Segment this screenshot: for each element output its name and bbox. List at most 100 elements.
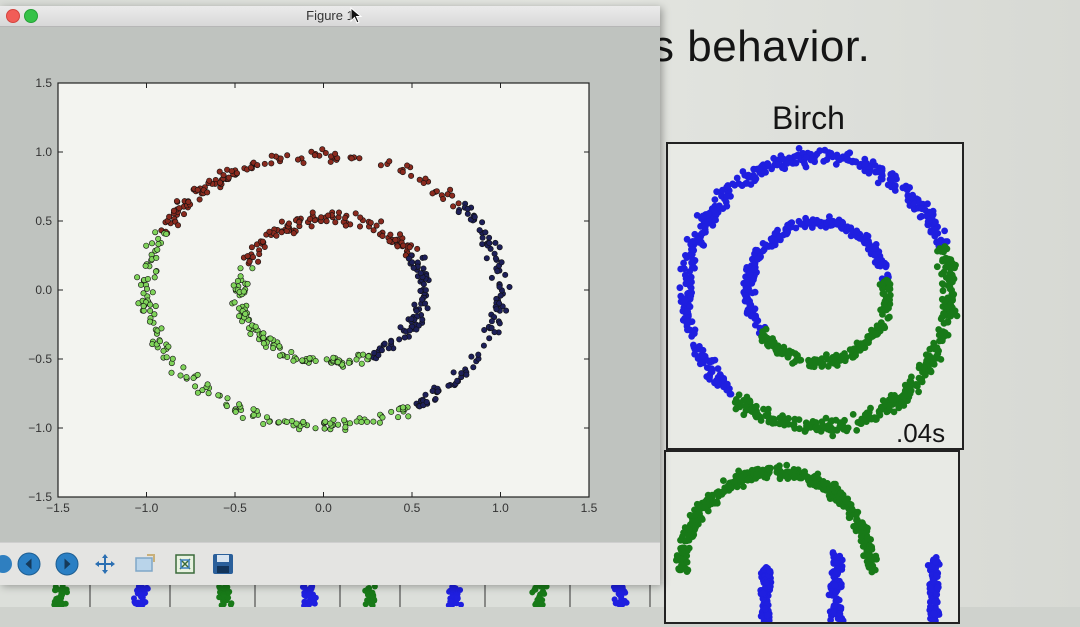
- birch-panel-title: Birch: [772, 100, 845, 136]
- birch-point: [683, 235, 691, 243]
- birch-point: [921, 371, 929, 379]
- second-panel-point: [830, 480, 838, 488]
- scatter-point-red: [392, 236, 399, 243]
- scatter-point-navy: [424, 305, 431, 312]
- strip-point: [220, 591, 227, 598]
- scatter-point-green: [345, 359, 352, 366]
- scatter-point-red: [290, 230, 297, 237]
- back-button[interactable]: [14, 549, 44, 579]
- birch-point: [681, 297, 689, 304]
- slide-heading: s behavior.: [652, 22, 871, 71]
- scatter-point-navy: [411, 301, 418, 308]
- window-titlebar[interactable]: Figure 1: [0, 6, 660, 27]
- scatter-point-red: [377, 162, 384, 169]
- second-panel-point: [868, 543, 876, 551]
- birch-point: [758, 333, 765, 341]
- zoom-button[interactable]: [130, 549, 160, 579]
- zoom-window-button[interactable]: [24, 9, 38, 23]
- figure-canvas[interactable]: −1.5 −1.0 −0.5 0.0 0.5 1.0 1.5 1.5 1.0 0.5 0.0 −0.5…: [0, 27, 660, 542]
- save-button[interactable]: [208, 549, 238, 579]
- birch-point: [687, 292, 695, 300]
- birch-point: [825, 218, 833, 225]
- strip-point: [619, 589, 626, 596]
- scatter-point-red: [404, 162, 411, 169]
- close-window-button[interactable]: [6, 9, 20, 23]
- birch-point: [856, 235, 864, 242]
- second-panel-point: [810, 473, 817, 481]
- scatter-point-red: [166, 213, 173, 220]
- scatter-point-green: [276, 352, 283, 359]
- second-panel-point: [727, 484, 735, 492]
- scatter-point-red: [386, 158, 393, 165]
- second-panel-point: [833, 553, 841, 561]
- birch-point: [850, 345, 857, 353]
- strip-point: [453, 600, 460, 607]
- second-panel-point: [934, 584, 941, 592]
- scatter-point-red: [261, 160, 268, 167]
- birch-point: [854, 419, 862, 426]
- scatter-point-navy: [492, 239, 499, 246]
- birch-point: [832, 416, 840, 424]
- birch-point: [681, 271, 689, 279]
- scatter-point-red: [217, 179, 224, 186]
- birch-point: [763, 334, 771, 342]
- birch-point: [946, 283, 954, 291]
- birch-point: [752, 411, 759, 419]
- scatter-point-red: [356, 223, 363, 230]
- birch-point: [768, 339, 776, 346]
- birch-point: [680, 259, 687, 267]
- second-panel-point: [686, 511, 694, 519]
- second-panel-point: [932, 554, 940, 561]
- birch-point: [738, 182, 746, 189]
- scatter-point-green: [395, 414, 402, 421]
- scatter-point-navy: [413, 307, 420, 314]
- scatter-point-navy: [502, 271, 509, 278]
- birch-point: [903, 186, 911, 194]
- birch-point: [712, 216, 719, 224]
- scatter-point-green: [237, 265, 244, 272]
- second-panel-point: [683, 568, 691, 575]
- scatter-point-red: [335, 209, 342, 216]
- scatter-point-red: [309, 209, 316, 216]
- forward-button[interactable]: [52, 549, 82, 579]
- second-panel-point: [683, 558, 691, 566]
- home-button[interactable]: [0, 549, 18, 579]
- birch-point: [827, 149, 835, 157]
- second-panel-point: [930, 610, 938, 618]
- birch-point: [691, 230, 699, 238]
- birch-point: [938, 270, 945, 278]
- scatter-point-navy: [506, 283, 513, 290]
- strip-point: [132, 600, 139, 607]
- scatter-point-green: [144, 276, 151, 283]
- figure-window[interactable]: Figure 1 −1.5 −1.0 −0.5 0.0 0.5 1.0 1.5 1.5 1.0 0…: [0, 6, 660, 585]
- birch-point: [733, 174, 741, 182]
- strip-point: [140, 585, 146, 592]
- scatter-point-green: [151, 311, 158, 318]
- birch-point: [832, 160, 840, 168]
- birch-point: [840, 353, 848, 361]
- scatter-point-green: [388, 408, 395, 415]
- birch-point: [751, 315, 759, 322]
- birch-point: [699, 212, 707, 220]
- second-panel-point: [720, 477, 727, 484]
- scatter-point-green: [138, 281, 145, 288]
- second-panel-point: [833, 568, 841, 576]
- birch-point: [829, 432, 837, 440]
- second-panel-point: [846, 506, 853, 514]
- scatter-point-red: [386, 238, 393, 245]
- birch-point: [936, 238, 943, 246]
- birch-point: [732, 405, 740, 413]
- second-panel-point: [864, 552, 872, 560]
- scatter-point-green: [323, 356, 330, 363]
- second-panel-point: [926, 598, 934, 606]
- scatter-point-green: [288, 417, 295, 424]
- strip-point: [312, 594, 319, 601]
- scatter-point-green: [342, 424, 349, 431]
- zoom-rect-icon: [135, 554, 155, 572]
- scatter-point-red: [225, 174, 232, 181]
- birch-point: [690, 330, 698, 337]
- scatter-point-green: [358, 418, 365, 425]
- subplots-button[interactable]: [170, 549, 200, 579]
- scatter-point-green: [249, 265, 256, 272]
- pan-button[interactable]: [90, 549, 120, 579]
